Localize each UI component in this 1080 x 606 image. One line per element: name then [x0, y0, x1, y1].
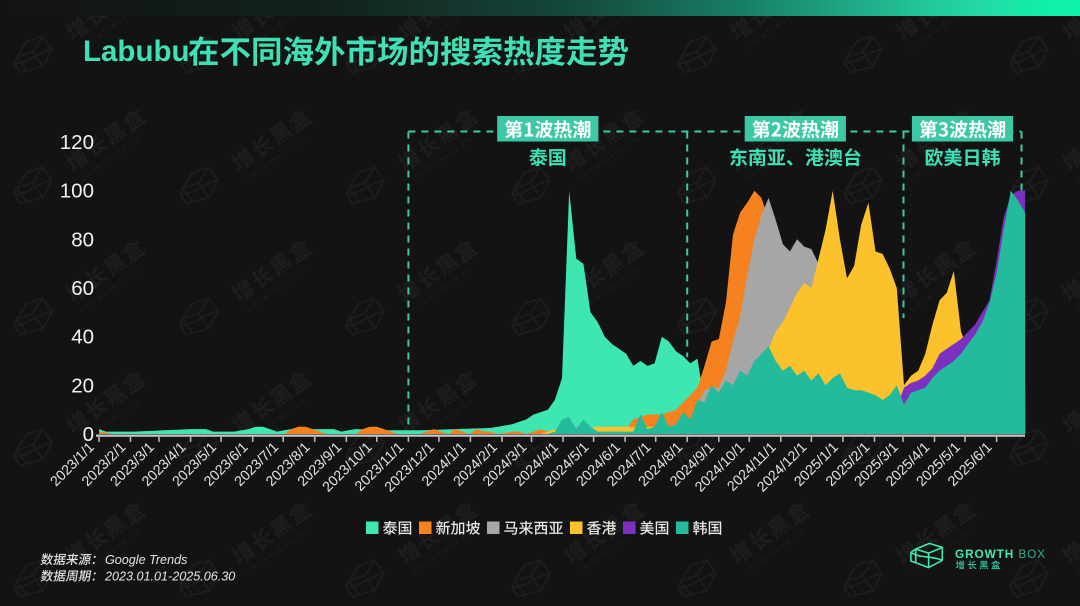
svg-text:80: 80 [71, 228, 94, 251]
svg-text:120: 120 [60, 131, 94, 154]
svg-text:Google Trends: Google Trends [105, 553, 188, 567]
svg-text:20: 20 [71, 374, 94, 397]
svg-text:2023.01.01-2025.06.30: 2023.01.01-2025.06.30 [104, 570, 235, 584]
svg-text:100: 100 [60, 180, 94, 203]
svg-text:60: 60 [71, 277, 94, 300]
svg-text:40: 40 [71, 326, 94, 349]
svg-text:0: 0 [83, 423, 94, 446]
